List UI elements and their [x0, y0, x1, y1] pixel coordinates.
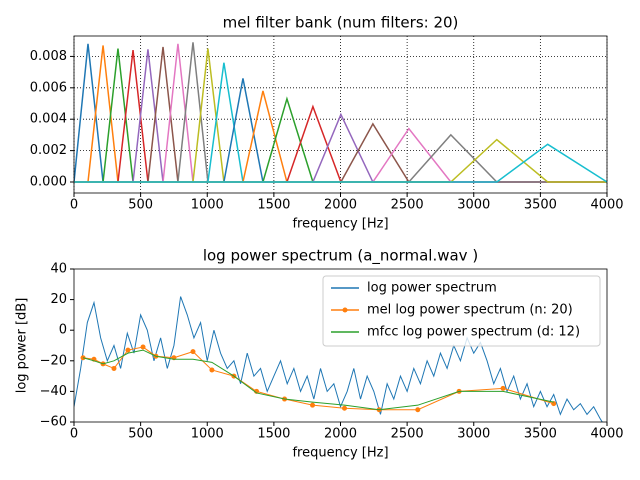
x-tick-label: 500 — [128, 427, 153, 442]
x-axis-label: frequency [Hz] — [292, 446, 388, 461]
x-tick-label: 2000 — [324, 198, 357, 213]
series-marker — [209, 367, 215, 373]
x-tick-label: 3000 — [457, 198, 490, 213]
y-tick-label: −40 — [40, 384, 67, 399]
chart-title: mel filter bank (num filters: 20) — [223, 14, 459, 32]
y-axis-label: log power [dB] — [15, 298, 30, 394]
y-tick-label: −20 — [40, 353, 67, 368]
y-tick-label: 0.002 — [30, 143, 67, 158]
series-marker — [190, 349, 196, 355]
x-tick-label: 0 — [70, 198, 78, 213]
x-tick-label: 500 — [128, 198, 153, 213]
x-tick-label: 3500 — [524, 198, 557, 213]
series-marker — [254, 388, 260, 394]
plot-lines — [74, 42, 607, 183]
x-tick-label: 4000 — [590, 198, 623, 213]
series-marker — [310, 402, 316, 408]
legend-label: log power spectrum — [367, 281, 497, 296]
series-marker — [341, 405, 347, 411]
x-axis-label: frequency [Hz] — [292, 217, 388, 232]
y-tick-label: −60 — [40, 415, 67, 430]
series-marker — [140, 344, 146, 350]
series-line — [74, 143, 607, 183]
legend-box — [322, 275, 601, 347]
x-tick-label: 1000 — [191, 427, 224, 442]
y-tick-label: 20 — [50, 292, 67, 307]
legend-marker — [342, 307, 348, 313]
x-tick-label: 1500 — [257, 198, 290, 213]
series-line — [74, 296, 603, 422]
series-line — [82, 349, 554, 411]
series-marker — [500, 385, 506, 391]
plot-lines — [74, 296, 603, 422]
legend-label: mel log power spectrum (n: 20) — [367, 303, 573, 318]
y-tick-label: 40 — [50, 262, 67, 277]
axes-frame — [73, 268, 608, 423]
series-marker — [415, 407, 421, 413]
x-tick-label: 2500 — [391, 427, 424, 442]
legend-label: mfcc log power spectrum (d: 12) — [367, 325, 580, 340]
chart-title: log power spectrum (a_normal.wav ) — [203, 247, 478, 266]
series-line — [82, 346, 554, 411]
x-tick-label: 0 — [70, 427, 78, 442]
axes-frame — [73, 35, 608, 194]
x-tick-label: 3500 — [524, 427, 557, 442]
x-tick-label: 1000 — [191, 198, 224, 213]
x-tick-label: 4000 — [590, 427, 623, 442]
x-tick-label: 2000 — [324, 427, 357, 442]
y-tick-label: 0.004 — [30, 112, 67, 127]
x-tick-label: 2500 — [391, 198, 424, 213]
series-marker — [111, 365, 117, 371]
series-marker — [551, 401, 557, 407]
series-marker — [125, 347, 131, 353]
y-tick-label: 0.006 — [30, 80, 67, 95]
x-tick-label: 1500 — [257, 427, 290, 442]
y-tick-label: 0.000 — [30, 175, 67, 190]
y-tick-label: 0.008 — [30, 49, 67, 64]
y-tick-label: 0 — [59, 323, 67, 338]
x-tick-label: 3000 — [457, 427, 490, 442]
